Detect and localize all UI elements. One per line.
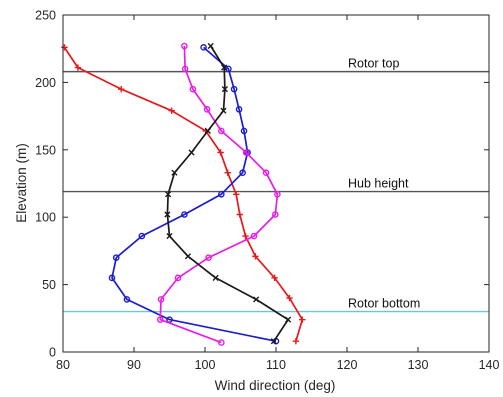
series-0-point-13 [299, 316, 306, 323]
series-3-point-12 [253, 296, 260, 303]
y-tick-label: 50 [42, 278, 56, 292]
series-0-point-6 [224, 169, 231, 176]
series-3-point-11 [212, 274, 219, 281]
x-tick-label: 110 [266, 358, 286, 372]
series-line-2 [159, 45, 279, 344]
series-2-point-7 [274, 190, 281, 198]
series-0-point-0 [61, 44, 68, 51]
series-3-point-1 [221, 64, 228, 71]
reference-line-label-2: Rotor bottom [348, 297, 420, 311]
x-tick-label: 140 [479, 358, 500, 372]
y-tick-label: 200 [35, 76, 56, 90]
series-2-point-11 [174, 274, 182, 282]
series-3-point-3 [220, 107, 227, 114]
series-1-point-3 [235, 106, 243, 113]
series-2-point-10 [205, 254, 212, 261]
reference-line-layer: Rotor top Hub height Rotor bottom [63, 57, 489, 313]
series-0-point-9 [242, 232, 249, 240]
reference-line-label-1: Hub height [348, 177, 409, 191]
series-2-point-2 [189, 85, 197, 93]
series-1-point-10 [112, 254, 120, 261]
series-0-point-11 [271, 274, 278, 282]
axes-layer: 80 90 100 110 120 130 140 0 50 100 150 200 250 [35, 9, 499, 373]
series-0 [61, 44, 306, 345]
y-tick-label: 150 [35, 143, 56, 157]
series-3-point-9 [166, 232, 173, 240]
x-tick-label: 90 [127, 358, 141, 372]
x-tick-label: 130 [408, 358, 429, 372]
series-2-point-3 [203, 106, 211, 113]
y-tick-label: 0 [49, 346, 56, 360]
series-3-point-6 [171, 169, 178, 176]
y-tick-label: 250 [35, 9, 56, 23]
series-1-point-0 [200, 44, 207, 51]
x-tick-label: 100 [195, 358, 216, 372]
series-line-0 [63, 46, 304, 342]
x-axis-label: Wind direction (deg) [215, 378, 336, 393]
series-3-point-4 [204, 127, 211, 135]
series-3-point-14 [270, 338, 277, 345]
series-0-point-10 [252, 253, 259, 260]
series-2-point-1 [181, 65, 189, 73]
series-0-point-14 [292, 338, 300, 345]
series-1-point-2 [230, 85, 238, 93]
series-0-point-7 [233, 191, 240, 198]
series-2-point-0 [181, 42, 188, 50]
series-3-point-0 [207, 42, 214, 50]
series-0-point-2 [118, 85, 125, 93]
series-1-point-4 [240, 127, 248, 135]
series-3-point-13 [284, 316, 292, 323]
series-line-1 [111, 46, 277, 343]
series-2-point-13 [156, 316, 164, 323]
x-tick-label: 120 [337, 358, 358, 372]
series-0-point-1 [74, 64, 82, 71]
series-line-3 [166, 45, 289, 342]
series-2-point-8 [271, 211, 279, 218]
series-3-point-7 [164, 191, 172, 198]
series-1-point-7 [218, 190, 225, 198]
series-1-point-8 [181, 211, 188, 218]
series-2-point-6 [262, 169, 270, 177]
series-2 [156, 42, 281, 346]
series-2-point-5 [242, 149, 250, 156]
series-1-point-9 [138, 232, 146, 240]
series-2-point-4 [218, 127, 225, 135]
series-3-point-5 [188, 149, 195, 156]
series-2-point-14 [218, 339, 225, 346]
y-tick-label: 100 [35, 211, 56, 225]
series-1-point-12 [123, 296, 131, 303]
series-0-point-5 [217, 149, 224, 156]
series-3-point-2 [221, 86, 228, 93]
series-0-point-12 [286, 294, 293, 302]
series-3-point-10 [184, 253, 192, 260]
series-2-point-12 [157, 296, 165, 303]
series-3-point-8 [164, 211, 171, 218]
series-1-point-11 [108, 274, 116, 282]
series-0-point-3 [168, 107, 175, 114]
series-1-point-6 [239, 169, 246, 177]
reference-line-label-0: Rotor top [348, 57, 399, 71]
x-tick-label: 80 [56, 358, 70, 372]
series-0-point-8 [236, 211, 243, 218]
series-layer [61, 42, 306, 346]
series-2-point-9 [250, 232, 258, 240]
y-axis-label: Elevation (m) [14, 143, 29, 223]
series-3 [164, 42, 292, 345]
